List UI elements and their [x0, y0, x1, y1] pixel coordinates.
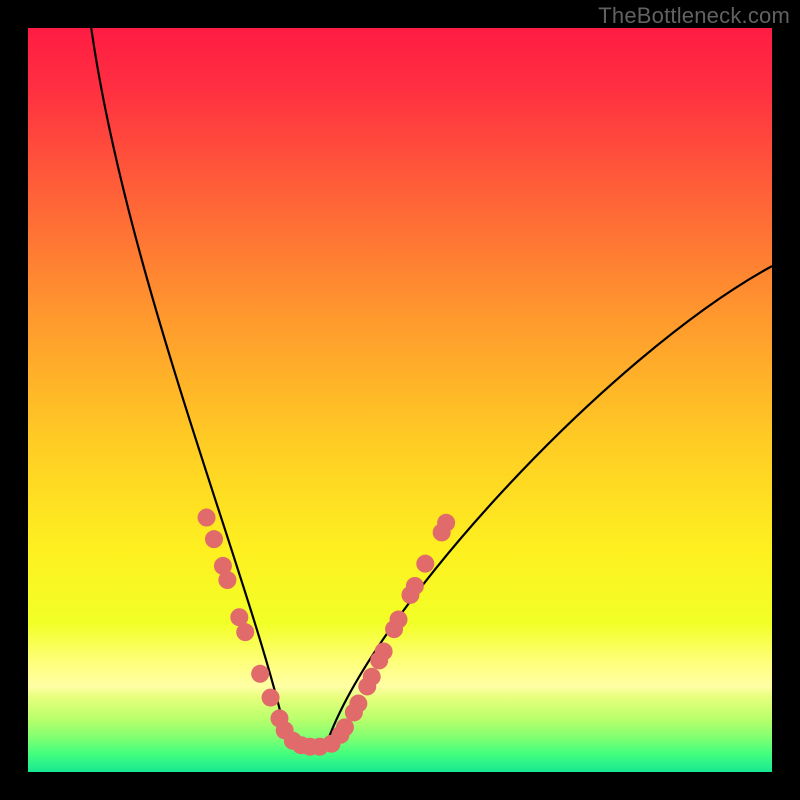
bead-point: [375, 642, 393, 660]
plot-area: [28, 28, 772, 772]
bead-point: [218, 571, 236, 589]
bead-point: [363, 668, 381, 686]
bead-point: [205, 530, 223, 548]
chart-frame: TheBottleneck.com: [0, 0, 800, 800]
v-curve: [91, 28, 772, 748]
bead-point: [236, 623, 254, 641]
bead-point: [416, 555, 434, 573]
bead-point: [406, 577, 424, 595]
bead-point: [198, 509, 216, 527]
bead-point: [251, 665, 269, 683]
bead-point: [437, 514, 455, 532]
curve-overlay-svg: [28, 28, 772, 772]
watermark-label: TheBottleneck.com: [598, 3, 790, 29]
bead-point: [390, 610, 408, 628]
bead-point: [349, 695, 367, 713]
bead-point: [262, 689, 280, 707]
